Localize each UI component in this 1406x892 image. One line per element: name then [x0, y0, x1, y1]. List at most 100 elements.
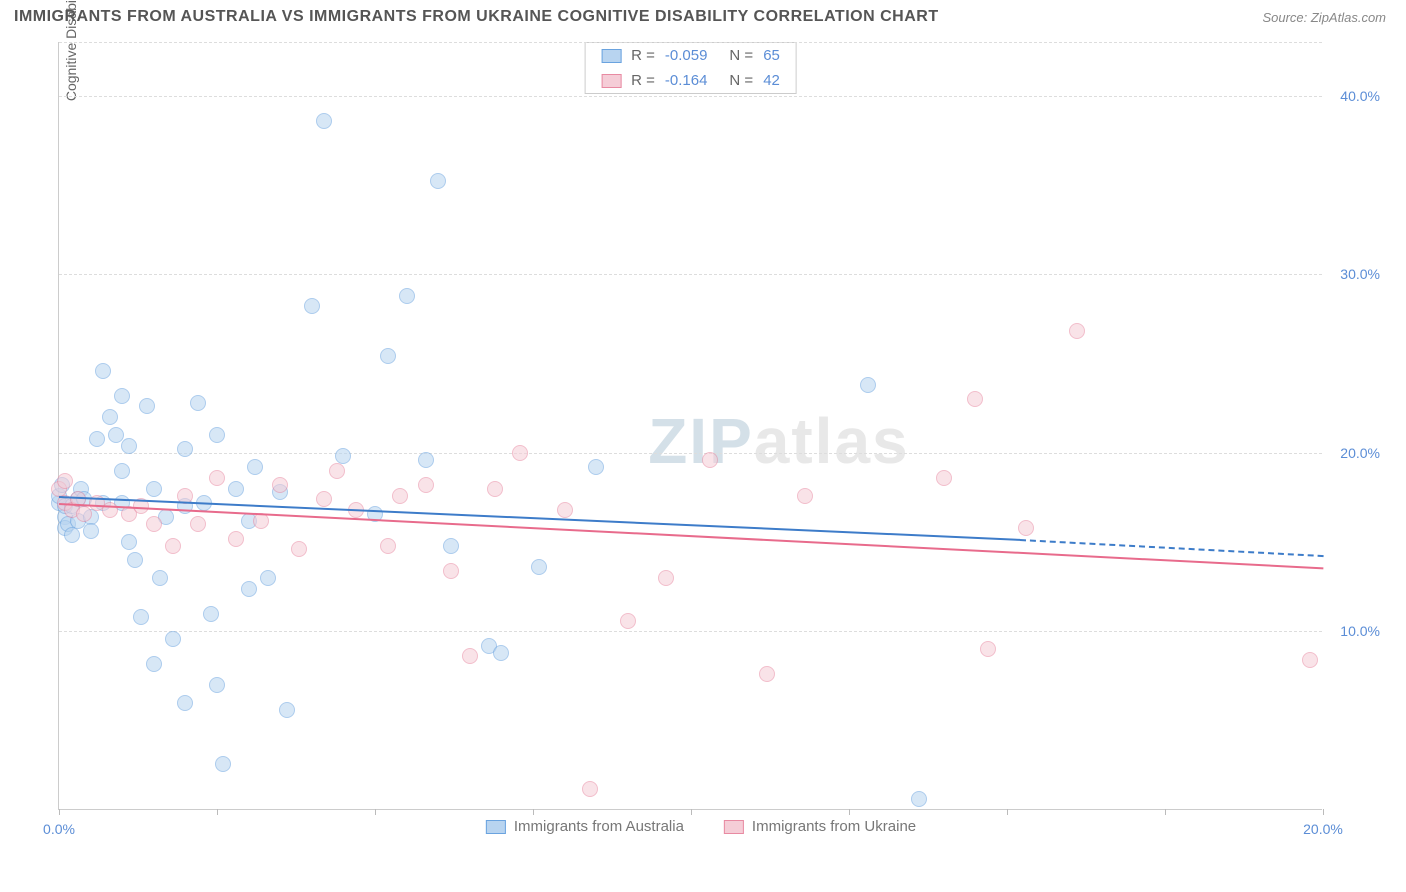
scatter-point [980, 641, 996, 657]
scatter-point [272, 477, 288, 493]
y-tick-label: 10.0% [1340, 623, 1380, 639]
gridline [59, 42, 1322, 43]
y-tick-label: 40.0% [1340, 88, 1380, 104]
scatter-point [304, 298, 320, 314]
y-tick-label: 20.0% [1340, 445, 1380, 461]
scatter-point [133, 609, 149, 625]
scatter-point [228, 481, 244, 497]
scatter-point [418, 477, 434, 493]
legend-swatch [601, 49, 621, 63]
scatter-point [1018, 520, 1034, 536]
scatter-point [462, 648, 478, 664]
scatter-point [165, 631, 181, 647]
scatter-point [215, 756, 231, 772]
scatter-point [177, 441, 193, 457]
series-legend-item: Immigrants from Ukraine [724, 818, 916, 835]
scatter-point [582, 781, 598, 797]
scatter-point [512, 445, 528, 461]
series-legend-item: Immigrants from Australia [486, 818, 684, 835]
scatter-point [399, 288, 415, 304]
scatter-point [203, 606, 219, 622]
scatter-point [83, 523, 99, 539]
x-tick [849, 809, 850, 815]
scatter-point [316, 113, 332, 129]
x-tick [1007, 809, 1008, 815]
x-tick [59, 809, 60, 815]
x-tick [375, 809, 376, 815]
legend-r-label: R = [631, 47, 655, 64]
watermark-zip: ZIP [648, 405, 754, 477]
scatter-point [152, 570, 168, 586]
scatter-point [260, 570, 276, 586]
scatter-point [146, 481, 162, 497]
scatter-point [190, 516, 206, 532]
scatter-point [291, 541, 307, 557]
gridline [59, 631, 1322, 632]
scatter-point [493, 645, 509, 661]
x-tick [533, 809, 534, 815]
scatter-point [89, 431, 105, 447]
scatter-point [380, 538, 396, 554]
scatter-point [228, 531, 244, 547]
gridline [59, 96, 1322, 97]
scatter-point [911, 791, 927, 807]
scatter-point [531, 559, 547, 575]
legend-swatch [486, 820, 506, 834]
legend-n-label: N = [729, 72, 753, 89]
scatter-point [487, 481, 503, 497]
scatter-point [588, 459, 604, 475]
series-legend-label: Immigrants from Ukraine [752, 818, 916, 835]
correlation-legend: R = -0.059 N = 65R = -0.164 N = 42 [584, 42, 797, 94]
x-tick [217, 809, 218, 815]
scatter-point [121, 438, 137, 454]
legend-swatch [724, 820, 744, 834]
gridline [59, 274, 1322, 275]
legend-n-value: 65 [763, 47, 780, 64]
x-tick-label: 20.0% [1303, 821, 1343, 837]
series-legend-label: Immigrants from Australia [514, 818, 684, 835]
chart-header: IMMIGRANTS FROM AUSTRALIA VS IMMIGRANTS … [0, 0, 1406, 34]
scatter-point [860, 377, 876, 393]
scatter-plot: ZIPatlas R = -0.059 N = 65R = -0.164 N = 4… [58, 42, 1322, 810]
chart-title: IMMIGRANTS FROM AUSTRALIA VS IMMIGRANTS … [14, 8, 939, 26]
scatter-point [620, 613, 636, 629]
scatter-point [936, 470, 952, 486]
scatter-point [702, 452, 718, 468]
watermark-atlas: atlas [754, 405, 910, 477]
scatter-point [139, 398, 155, 414]
legend-row: R = -0.164N = 42 [585, 68, 796, 93]
scatter-point [380, 348, 396, 364]
scatter-point [557, 502, 573, 518]
scatter-point [329, 463, 345, 479]
scatter-point [127, 552, 143, 568]
scatter-point [209, 677, 225, 693]
x-tick-label: 0.0% [43, 821, 75, 837]
legend-r-value: -0.059 [665, 47, 708, 64]
scatter-point [759, 666, 775, 682]
scatter-point [418, 452, 434, 468]
x-tick [691, 809, 692, 815]
scatter-point [967, 391, 983, 407]
scatter-point [247, 459, 263, 475]
legend-n-value: 42 [763, 72, 780, 89]
scatter-point [57, 473, 73, 489]
scatter-point [190, 395, 206, 411]
legend-n-label: N = [729, 47, 753, 64]
scatter-point [114, 388, 130, 404]
x-tick [1165, 809, 1166, 815]
scatter-point [241, 581, 257, 597]
scatter-point [114, 463, 130, 479]
watermark: ZIPatlas [648, 404, 909, 478]
scatter-point [658, 570, 674, 586]
scatter-point [1302, 652, 1318, 668]
scatter-point [102, 409, 118, 425]
legend-row: R = -0.059 N = 65 [585, 43, 796, 68]
scatter-point [121, 534, 137, 550]
scatter-point [64, 527, 80, 543]
gridline [59, 453, 1322, 454]
legend-r-value: -0.164 [665, 72, 708, 89]
scatter-point [279, 702, 295, 718]
scatter-point [316, 491, 332, 507]
trend-line [59, 503, 1323, 569]
scatter-point [1069, 323, 1085, 339]
